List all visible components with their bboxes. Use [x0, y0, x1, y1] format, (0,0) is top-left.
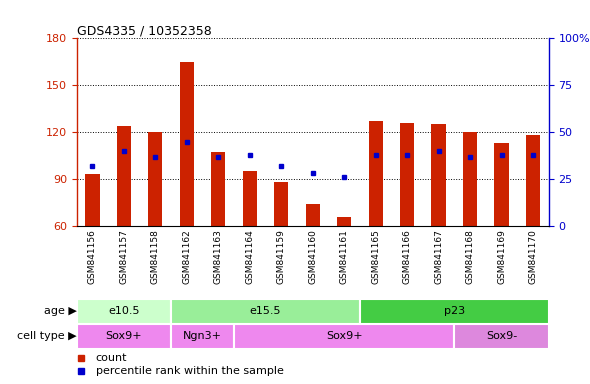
Bar	[211, 152, 225, 226]
Text: GSM841163: GSM841163	[214, 230, 223, 285]
Text: Sox9+: Sox9+	[106, 331, 142, 341]
Text: GSM841162: GSM841162	[182, 230, 191, 284]
Bar	[180, 62, 194, 226]
Bar	[431, 124, 445, 226]
Bar	[274, 182, 289, 226]
Text: GDS4335 / 10352358: GDS4335 / 10352358	[77, 24, 211, 37]
Bar	[234, 324, 454, 349]
Bar	[400, 123, 414, 226]
Bar	[526, 135, 540, 226]
Bar	[148, 132, 162, 226]
Bar	[117, 126, 131, 226]
Bar	[369, 121, 383, 226]
Text: GSM841165: GSM841165	[371, 230, 380, 285]
Text: GSM841166: GSM841166	[402, 230, 412, 285]
Text: p23: p23	[444, 306, 465, 316]
Text: GSM841169: GSM841169	[497, 230, 506, 285]
Text: GSM841157: GSM841157	[119, 230, 129, 285]
Bar	[454, 324, 549, 349]
Bar	[337, 217, 351, 226]
Text: count: count	[96, 353, 127, 362]
Text: cell type ▶: cell type ▶	[17, 331, 77, 341]
Text: Sox9+: Sox9+	[326, 331, 362, 341]
Bar	[360, 299, 549, 324]
Text: e15.5: e15.5	[250, 306, 281, 316]
Bar	[242, 171, 257, 226]
Bar	[77, 299, 171, 324]
Bar	[171, 324, 234, 349]
Text: GSM841159: GSM841159	[277, 230, 286, 285]
Text: Ngn3+: Ngn3+	[183, 331, 222, 341]
Bar	[77, 324, 171, 349]
Bar	[306, 204, 320, 226]
Text: GSM841168: GSM841168	[466, 230, 474, 285]
Text: GSM841164: GSM841164	[245, 230, 254, 284]
Bar	[463, 132, 477, 226]
Bar	[171, 299, 360, 324]
Text: GSM841160: GSM841160	[308, 230, 317, 285]
Text: e10.5: e10.5	[108, 306, 140, 316]
Text: age ▶: age ▶	[44, 306, 77, 316]
Bar	[494, 143, 509, 226]
Text: Sox9-: Sox9-	[486, 331, 517, 341]
Bar	[86, 174, 100, 226]
Text: GSM841167: GSM841167	[434, 230, 443, 285]
Text: GSM841161: GSM841161	[340, 230, 349, 285]
Text: GSM841170: GSM841170	[529, 230, 537, 285]
Text: GSM841158: GSM841158	[151, 230, 160, 285]
Text: GSM841156: GSM841156	[88, 230, 97, 285]
Text: percentile rank within the sample: percentile rank within the sample	[96, 366, 283, 376]
